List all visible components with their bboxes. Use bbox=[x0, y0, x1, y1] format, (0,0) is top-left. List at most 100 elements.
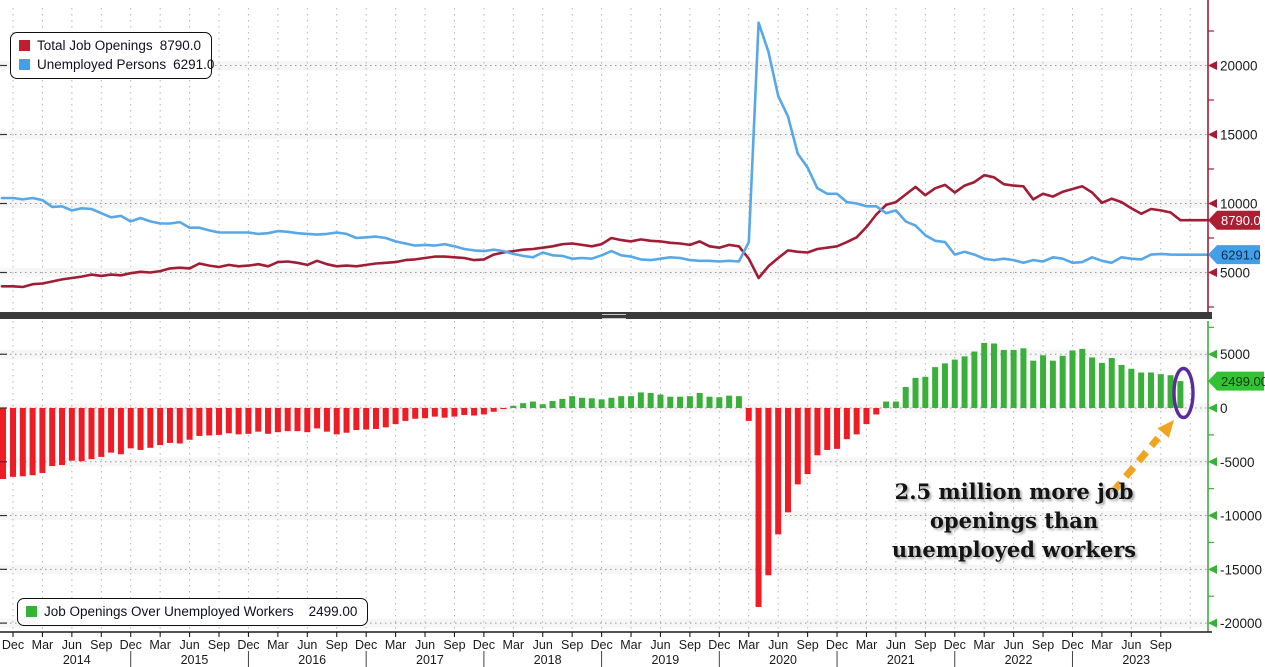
grid-band bbox=[0, 349, 1208, 359]
bar bbox=[216, 408, 223, 435]
bar bbox=[971, 351, 978, 408]
bar bbox=[696, 392, 703, 408]
x-axis-year-label: 2014 bbox=[63, 653, 91, 667]
bar bbox=[274, 408, 281, 433]
bar bbox=[588, 398, 595, 408]
bar bbox=[1098, 362, 1105, 408]
bottom-panel-legend[interactable]: Job Openings Over Unemployed Workers 249… bbox=[17, 598, 369, 626]
legend-item-total-job-openings[interactable]: Total Job Openings 8790.0 bbox=[19, 36, 201, 55]
bar bbox=[304, 408, 311, 433]
bar bbox=[991, 343, 997, 408]
legend-item-openings-over-unemployed[interactable]: Job Openings Over Unemployed Workers 249… bbox=[26, 602, 357, 621]
bar bbox=[49, 408, 56, 467]
bar bbox=[68, 408, 75, 461]
bar bbox=[461, 408, 468, 415]
axis-tick-arrow bbox=[1208, 268, 1217, 277]
x-axis-month-label: Mar bbox=[149, 638, 171, 652]
bar bbox=[755, 408, 762, 607]
legend-item-unemployed-persons[interactable]: Unemployed Persons 6291.0 bbox=[19, 55, 214, 74]
x-axis-month-label: Jun bbox=[1121, 638, 1141, 652]
grid-band bbox=[0, 61, 1208, 70]
bar bbox=[775, 408, 782, 535]
x-axis-month-label: Sep bbox=[90, 638, 112, 652]
x-axis-year-label: 2023 bbox=[1122, 653, 1150, 667]
bar bbox=[1040, 355, 1047, 408]
x-axis-month-label: Dec bbox=[944, 638, 966, 652]
x-axis-month-label: Dec bbox=[1061, 638, 1083, 652]
chart-annotation: 2.5 million more job openings than unemp… bbox=[878, 477, 1150, 564]
bar bbox=[372, 408, 379, 429]
y-axis-tick-label: 0 bbox=[1220, 401, 1228, 416]
bar bbox=[245, 408, 252, 434]
bar bbox=[353, 408, 360, 431]
bar bbox=[333, 408, 340, 435]
unemployed-last-value-badge bbox=[1208, 245, 1260, 265]
bar bbox=[206, 408, 213, 436]
openings-last-value-badge bbox=[1208, 210, 1260, 230]
x-axis-month-label: Jun bbox=[768, 638, 788, 652]
bar bbox=[726, 395, 733, 408]
bar bbox=[10, 408, 16, 477]
x-axis-month-label: Jun bbox=[297, 638, 317, 652]
bar bbox=[1059, 355, 1066, 408]
bar bbox=[873, 408, 880, 415]
unemployed-last-value-badge-text: 6291.0 bbox=[1221, 247, 1261, 262]
bar bbox=[1030, 360, 1037, 408]
legend-value: 2499.00 bbox=[308, 604, 358, 619]
bar bbox=[1138, 372, 1145, 408]
bar bbox=[637, 392, 644, 408]
legend-label: Unemployed Persons bbox=[37, 57, 167, 72]
x-axis-year-label: 2019 bbox=[651, 653, 679, 667]
bar bbox=[78, 408, 85, 462]
axis-tick-arrow bbox=[1208, 130, 1217, 139]
bar bbox=[578, 397, 585, 408]
y-axis-tick-label: 15000 bbox=[1220, 128, 1258, 143]
x-axis-month-label: Jun bbox=[62, 638, 82, 652]
bar bbox=[39, 408, 46, 474]
bar bbox=[765, 408, 772, 576]
x-axis-month-label: Mar bbox=[267, 638, 289, 652]
bar bbox=[1128, 368, 1135, 408]
x-axis-year-label: 2017 bbox=[416, 653, 444, 667]
x-axis-month-label: Dec bbox=[826, 638, 848, 652]
bar bbox=[804, 408, 811, 475]
bar bbox=[1079, 348, 1086, 408]
bar bbox=[117, 408, 124, 455]
x-axis-month-label: Mar bbox=[503, 638, 525, 652]
bar bbox=[363, 408, 370, 430]
x-axis-month-label: Jun bbox=[650, 638, 670, 652]
x-axis-month-label: Sep bbox=[561, 638, 583, 652]
bar bbox=[98, 408, 105, 457]
annotation-line: unemployed workers bbox=[891, 537, 1137, 562]
bar bbox=[892, 401, 899, 408]
bar bbox=[471, 408, 478, 416]
y-axis-tick-label: 10000 bbox=[1220, 197, 1258, 212]
bar bbox=[981, 342, 988, 408]
bar bbox=[647, 392, 654, 408]
bar bbox=[441, 408, 448, 418]
bar bbox=[549, 401, 556, 408]
annotation-arrow-shaft bbox=[1110, 435, 1161, 495]
bar bbox=[166, 408, 173, 443]
bar bbox=[961, 356, 968, 408]
bar bbox=[412, 408, 419, 419]
legend-label: Total Job Openings bbox=[37, 38, 153, 53]
bar bbox=[520, 403, 527, 408]
x-axis-month-label: Sep bbox=[914, 638, 936, 652]
panel-resize-handle[interactable] bbox=[602, 313, 626, 319]
bar bbox=[108, 408, 115, 453]
bar bbox=[598, 399, 605, 408]
bar bbox=[29, 408, 36, 476]
axis-tick-arrow bbox=[1208, 199, 1217, 208]
highlight-ellipse bbox=[1172, 366, 1195, 420]
x-axis-month-label: Mar bbox=[738, 638, 760, 652]
bar bbox=[932, 367, 939, 408]
bar bbox=[1108, 357, 1115, 408]
top-panel-legend[interactable]: Total Job Openings 8790.0 Unemployed Per… bbox=[10, 32, 214, 79]
bar bbox=[402, 408, 409, 421]
bar bbox=[176, 408, 183, 444]
panel-divider[interactable] bbox=[0, 312, 1212, 319]
bar bbox=[382, 408, 389, 428]
unemployed-legend-swatch bbox=[19, 59, 30, 70]
